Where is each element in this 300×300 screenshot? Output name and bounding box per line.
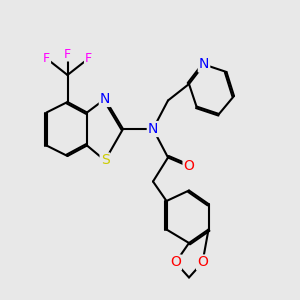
Text: F: F bbox=[43, 52, 50, 65]
Text: S: S bbox=[100, 154, 109, 167]
Text: O: O bbox=[197, 256, 208, 269]
Text: F: F bbox=[85, 52, 92, 65]
Text: N: N bbox=[199, 58, 209, 71]
Text: N: N bbox=[148, 122, 158, 136]
Text: O: O bbox=[184, 160, 194, 173]
Text: F: F bbox=[64, 47, 71, 61]
Text: N: N bbox=[100, 92, 110, 106]
Text: O: O bbox=[170, 256, 181, 269]
